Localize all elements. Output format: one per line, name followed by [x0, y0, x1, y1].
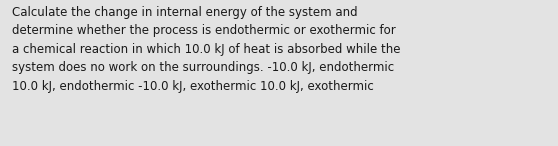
Text: Calculate the change in internal energy of the system and
determine whether the : Calculate the change in internal energy …	[12, 6, 401, 93]
